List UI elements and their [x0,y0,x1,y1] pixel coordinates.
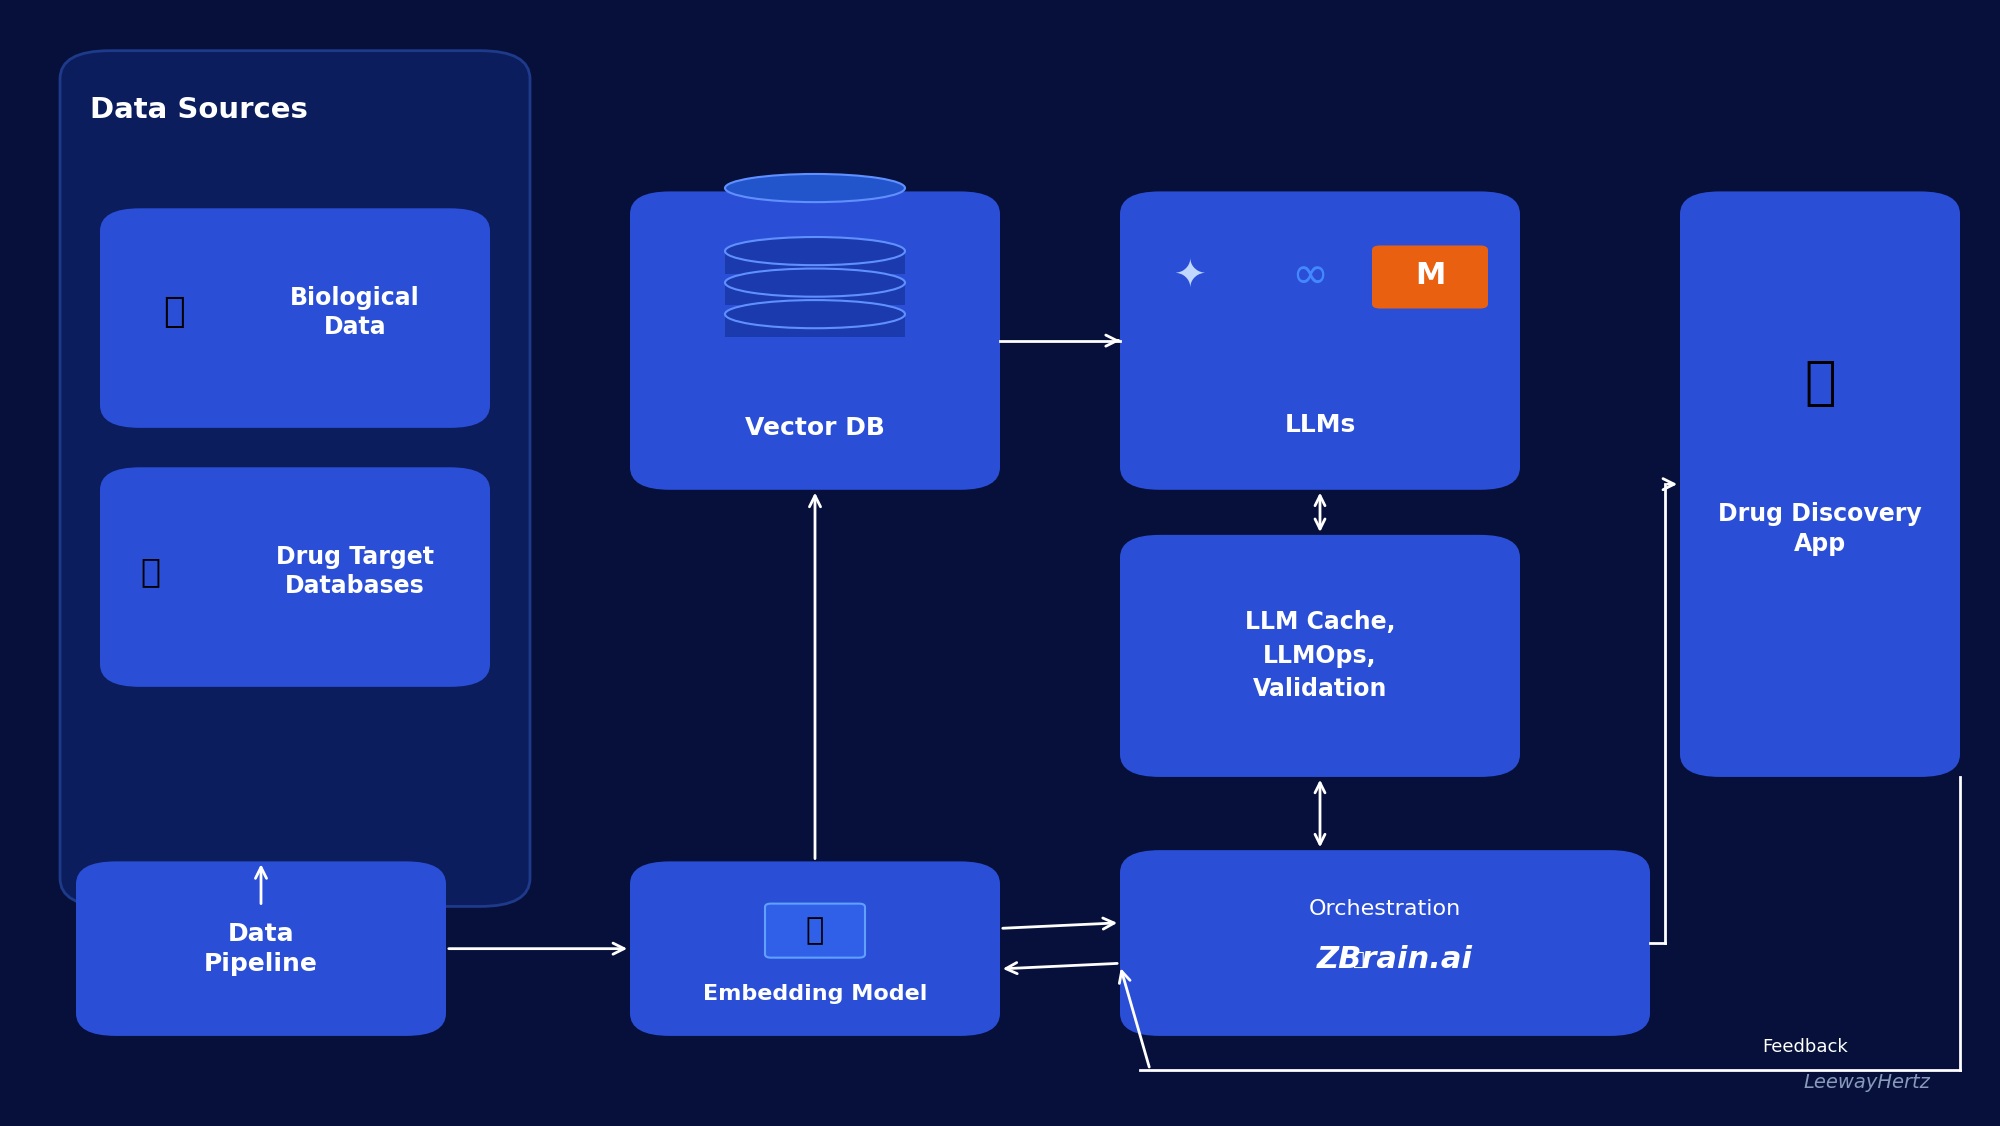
Text: LLMs: LLMs [1284,412,1356,437]
Text: 💉: 💉 [140,555,160,588]
FancyBboxPatch shape [100,467,490,687]
FancyBboxPatch shape [1120,850,1650,1036]
Text: LLM Cache,
LLMOps,
Validation: LLM Cache, LLMOps, Validation [1244,610,1396,701]
Text: LeewayHertz: LeewayHertz [1804,1073,1930,1092]
Text: Feedback: Feedback [1762,1038,1848,1056]
FancyBboxPatch shape [1120,191,1520,490]
Ellipse shape [724,269,904,297]
Text: ⬛: ⬛ [1354,950,1366,969]
Text: Data Sources: Data Sources [90,96,308,124]
Text: Vector DB: Vector DB [746,415,884,440]
Text: ∞: ∞ [1292,254,1328,297]
FancyBboxPatch shape [724,251,904,274]
FancyBboxPatch shape [1372,245,1488,309]
Text: Data
Pipeline: Data Pipeline [204,922,318,975]
Text: Biological
Data: Biological Data [290,286,420,339]
Ellipse shape [724,301,904,329]
FancyBboxPatch shape [76,861,446,1036]
Text: 💊: 💊 [1804,357,1836,409]
Ellipse shape [724,173,904,203]
FancyBboxPatch shape [1120,535,1520,777]
Text: Embedding Model: Embedding Model [702,984,928,1004]
Ellipse shape [724,238,904,266]
FancyBboxPatch shape [1680,191,1960,777]
Text: M: M [1414,261,1446,291]
FancyBboxPatch shape [630,861,1000,1036]
Text: ZBrain.ai: ZBrain.ai [1318,946,1474,974]
FancyBboxPatch shape [630,191,1000,490]
Text: Orchestration: Orchestration [1308,900,1462,919]
FancyBboxPatch shape [764,903,864,957]
Text: Drug Discovery
App: Drug Discovery App [1718,502,1922,556]
FancyBboxPatch shape [724,314,904,337]
Text: 🖥: 🖥 [164,295,184,330]
Text: ✦: ✦ [1174,257,1206,295]
FancyBboxPatch shape [100,208,490,428]
Text: Drug Target
Databases: Drug Target Databases [276,545,434,598]
FancyBboxPatch shape [60,51,530,906]
FancyBboxPatch shape [724,283,904,305]
Text: 📡: 📡 [806,917,824,945]
